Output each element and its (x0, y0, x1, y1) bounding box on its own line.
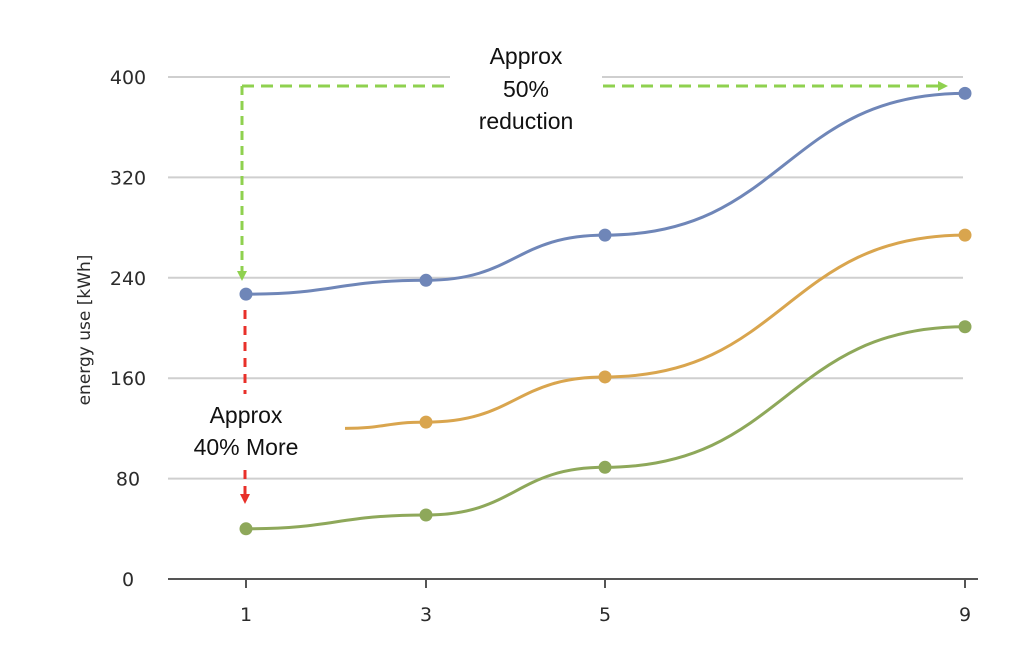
reduction-label-line: 50% (503, 76, 549, 102)
reduction-label-line: reduction (479, 108, 574, 134)
y-tick-label: 400 (110, 67, 146, 89)
annotations: Approx 50% reduction Approx 40% More (180, 36, 948, 504)
axes: 0 80 160 240 320 400 1 3 5 9 (110, 67, 978, 626)
more-label-line: Approx (210, 402, 283, 428)
y-tick-label: 240 (110, 268, 146, 290)
data-point (239, 287, 253, 301)
data-point (419, 508, 433, 522)
data-point (598, 460, 612, 474)
x-tick-label: 5 (599, 604, 611, 626)
data-point (598, 370, 612, 384)
more-label-line: 40% More (194, 434, 299, 460)
series-layer (239, 86, 972, 536)
series-line (344, 233, 966, 430)
x-tick-label: 9 (959, 604, 971, 626)
series-2 (344, 228, 972, 430)
y-tick-label: 80 (116, 469, 140, 491)
y-tick-label: 160 (110, 368, 146, 390)
data-point (239, 522, 253, 536)
more-label-bg (180, 394, 314, 464)
reduction-label-bg (450, 36, 602, 136)
series-3 (239, 320, 972, 536)
data-point (419, 273, 433, 287)
x-tick-label: 3 (420, 604, 432, 626)
data-point (958, 228, 972, 242)
reduction-label-line: Approx (490, 43, 563, 69)
data-point (419, 415, 433, 429)
y-axis-label: energy use [kWh] (75, 255, 95, 406)
data-point (958, 320, 972, 334)
y-tick-label: 320 (110, 167, 146, 189)
data-point (598, 228, 612, 242)
series-line (245, 91, 966, 296)
y-tick-label: 0 (122, 569, 134, 591)
data-point (958, 86, 972, 100)
series-1 (239, 86, 972, 301)
series-line (245, 325, 966, 531)
x-tick-label: 1 (240, 604, 252, 626)
